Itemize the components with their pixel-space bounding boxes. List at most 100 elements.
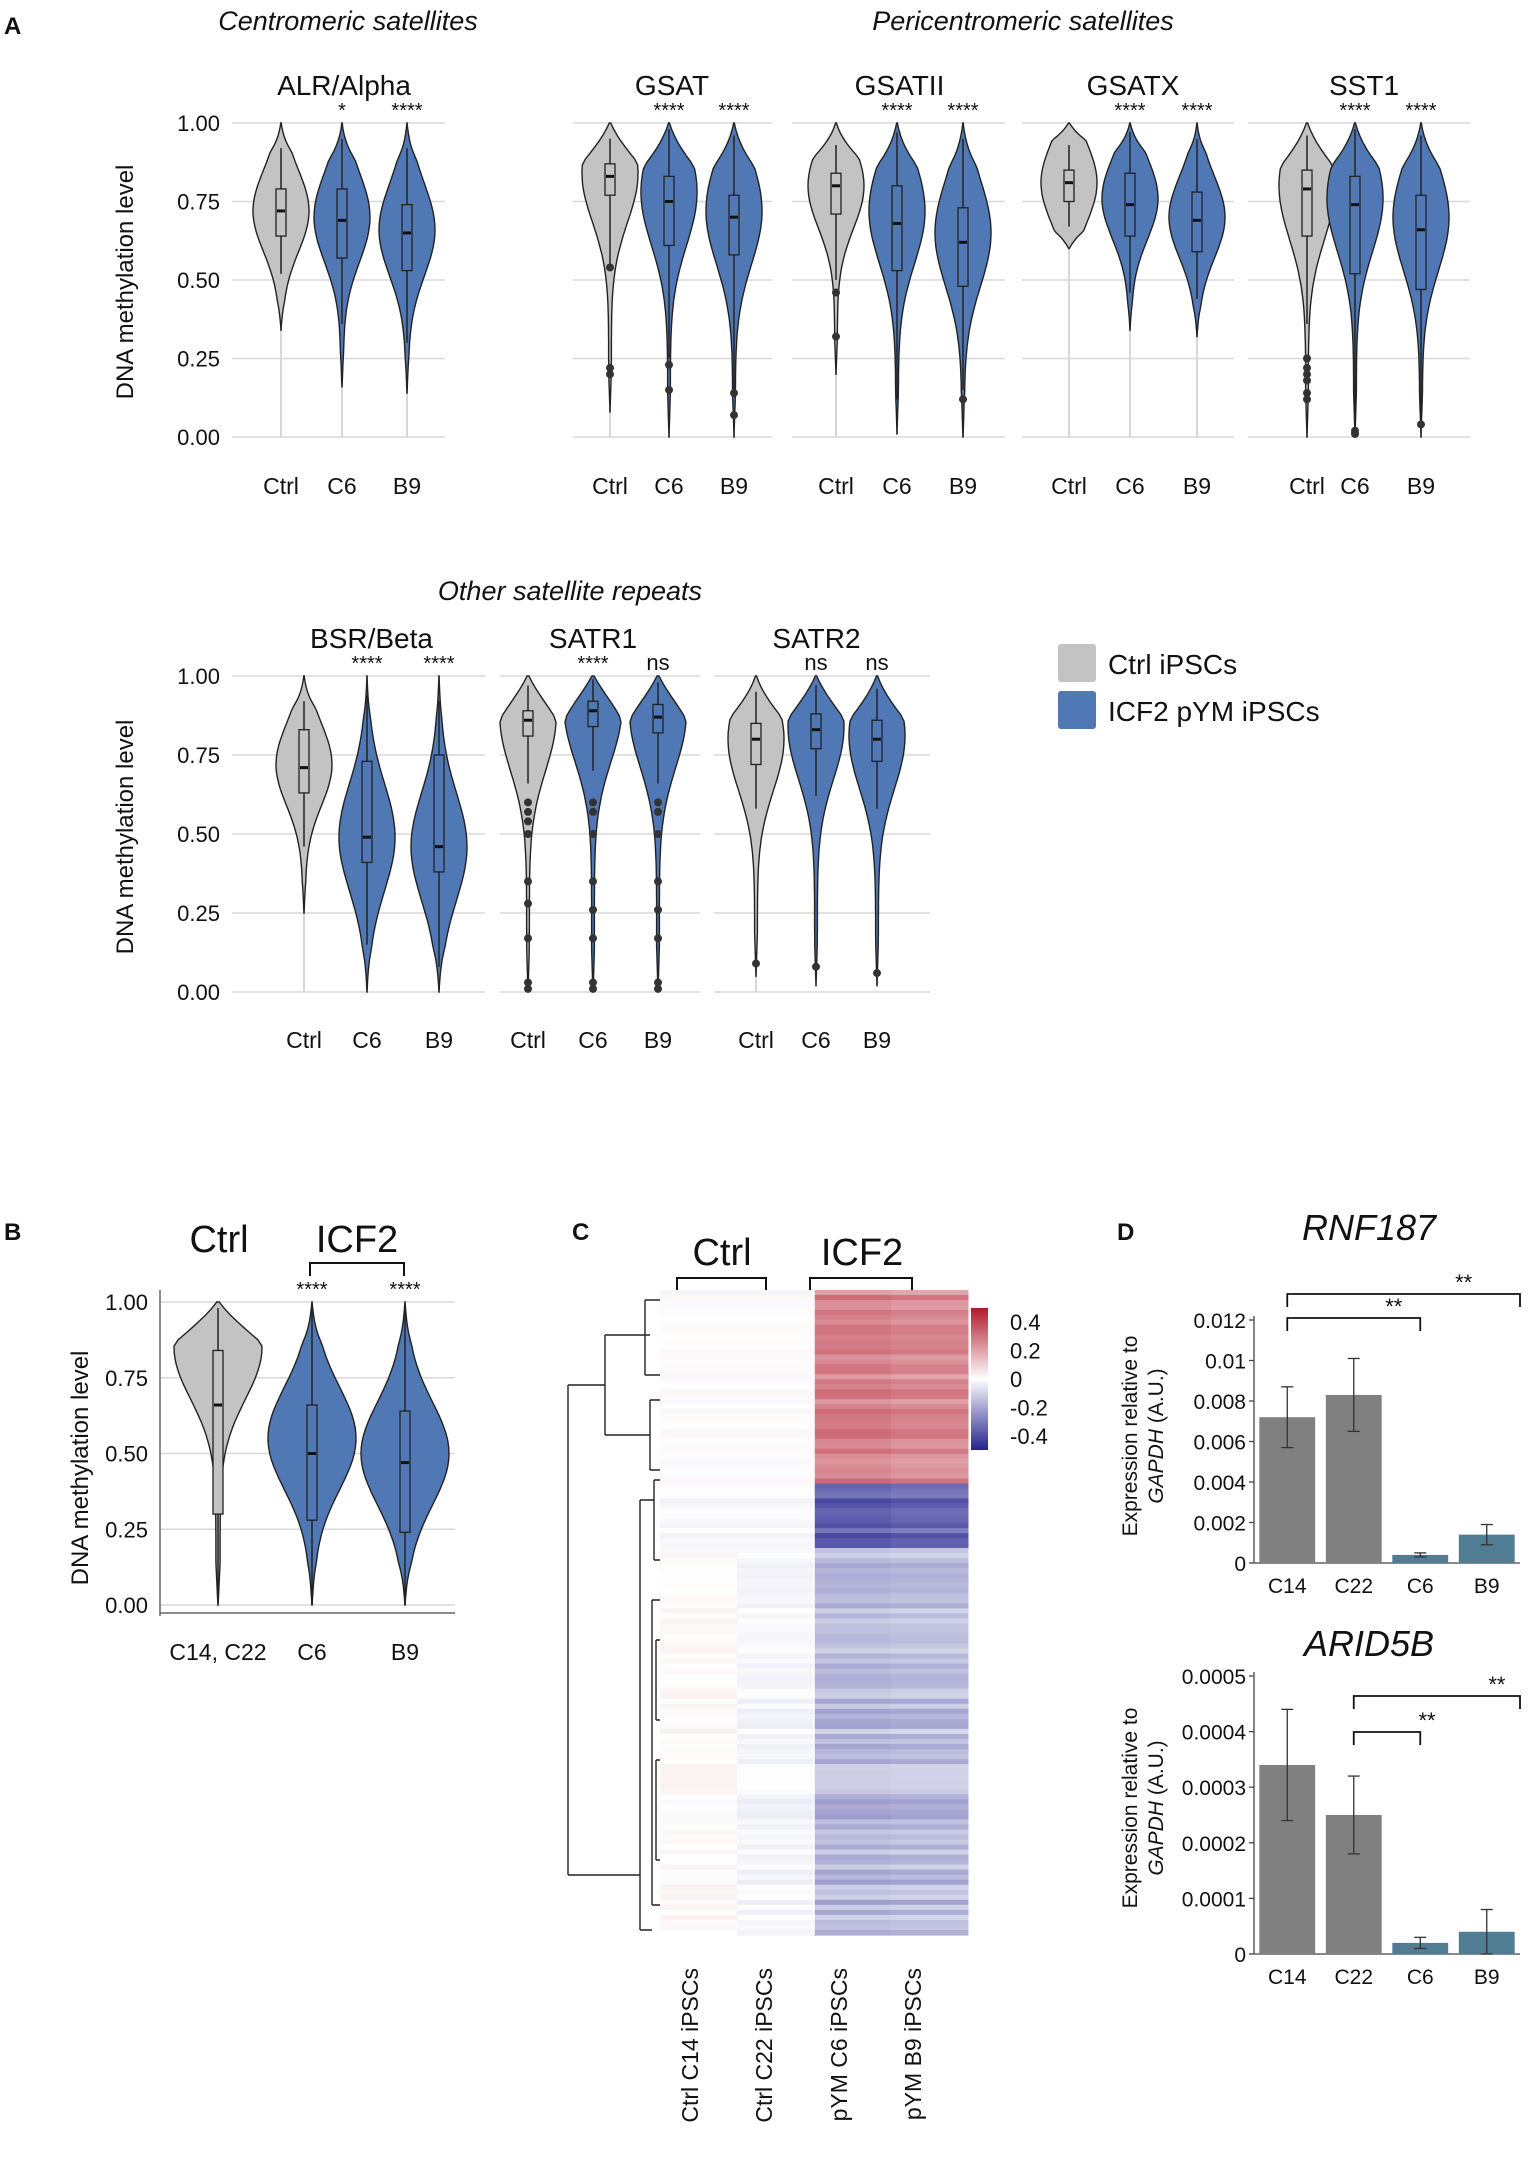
heatmap-cell bbox=[660, 1488, 738, 1495]
violin-bsr-beta-ytick-label: 0.75 bbox=[177, 743, 220, 768]
heatmap-cell bbox=[737, 1919, 815, 1926]
heatmap-cell bbox=[814, 1394, 892, 1400]
heatmap-cell bbox=[814, 1359, 892, 1366]
heatmap-cell bbox=[891, 1718, 969, 1725]
heatmap-cell bbox=[660, 1658, 738, 1665]
heatmap-cell bbox=[737, 1423, 815, 1430]
heatmap-cell bbox=[814, 1399, 892, 1405]
violin-outlier-point bbox=[1417, 420, 1425, 429]
violin-outlier-point bbox=[589, 984, 597, 993]
heatmap-cell bbox=[891, 1869, 969, 1876]
x-tick-label: B9 bbox=[1474, 1966, 1500, 1989]
arid5b-ylabel-line2: GAPDH (A.U.) bbox=[1145, 1740, 1168, 1875]
group-title-pericentromeric: Pericentromeric satellites bbox=[872, 6, 1174, 36]
heatmap-cell bbox=[660, 1478, 738, 1485]
heatmap-cell bbox=[660, 1829, 738, 1836]
heatmap-cell bbox=[737, 1319, 815, 1326]
heatmap-cell bbox=[891, 1613, 969, 1619]
heatmap-cell bbox=[737, 1428, 815, 1435]
heatmap-cell bbox=[737, 1779, 815, 1785]
heatmap-cell bbox=[891, 1623, 969, 1630]
heatmap-cell bbox=[660, 1784, 738, 1790]
heatmap-cell bbox=[660, 1543, 738, 1549]
heatmap-cell bbox=[737, 1389, 815, 1395]
heatmap-cell bbox=[737, 1369, 815, 1375]
heatmap-cell bbox=[737, 1458, 815, 1465]
violin-outlier-point bbox=[589, 905, 597, 914]
heatmap-cell bbox=[737, 1379, 815, 1385]
heatmap-cell bbox=[737, 1844, 815, 1851]
heatmap-cell bbox=[660, 1493, 738, 1499]
violin-outlier-point bbox=[730, 389, 738, 398]
arid5b-title: ARID5B bbox=[1302, 1623, 1434, 1664]
violin-gsat-violin-ctrl: Ctrl bbox=[581, 122, 639, 499]
heatmap-cell bbox=[737, 1324, 815, 1331]
heatmap-cell bbox=[891, 1723, 969, 1730]
panel-b-ylabel: DNA methylation level bbox=[67, 1351, 94, 1586]
heatmap-cell bbox=[891, 1764, 969, 1770]
heatmap-cell bbox=[660, 1433, 738, 1440]
heatmap-cell bbox=[814, 1623, 892, 1630]
heatmap-cell bbox=[737, 1759, 815, 1765]
heatmap-cell bbox=[660, 1628, 738, 1635]
heatmap-cell bbox=[814, 1929, 892, 1936]
heatmap-cell bbox=[660, 1924, 738, 1931]
heatmap-cell bbox=[660, 1929, 738, 1936]
heatmap-cell bbox=[814, 1713, 892, 1720]
violin-outlier-point bbox=[654, 798, 662, 807]
heatmap-cell bbox=[891, 1578, 969, 1584]
heatmap-cell bbox=[660, 1458, 738, 1465]
heatmap-cell bbox=[737, 1839, 815, 1846]
violin-alr-alpha-ytick-label: 0.25 bbox=[177, 347, 220, 372]
heatmap-cell bbox=[660, 1404, 738, 1410]
violin-sst1-violin-b9: **** B9 bbox=[1392, 100, 1450, 499]
dendrogram-branch bbox=[604, 1334, 650, 1436]
x-tick-label: B9 bbox=[720, 473, 748, 499]
heatmap-cell bbox=[660, 1809, 738, 1815]
heatmap-cell bbox=[814, 1849, 892, 1856]
dendrogram-branch bbox=[649, 1399, 660, 1471]
heatmap-cell bbox=[737, 1538, 815, 1544]
heatmap-cell bbox=[814, 1894, 892, 1901]
heatmap-cell bbox=[891, 1488, 969, 1495]
heatmap-cell bbox=[737, 1548, 815, 1554]
heatmap-cell bbox=[814, 1538, 892, 1544]
heatmap-cell bbox=[737, 1648, 815, 1655]
heatmap-cell bbox=[737, 1653, 815, 1660]
heatmap-cell bbox=[660, 1723, 738, 1730]
violin-outlier-point bbox=[1351, 429, 1359, 438]
violin-bsr-beta-ytick-label: 1.00 bbox=[177, 664, 220, 689]
heatmap-cell bbox=[891, 1314, 969, 1321]
heatmap-cell bbox=[814, 1428, 892, 1435]
violin-outlier-point bbox=[832, 332, 840, 341]
x-tick-label: C22 bbox=[1334, 1966, 1373, 1989]
x-tick-label: C14 bbox=[1268, 1575, 1307, 1598]
heatmap-cell bbox=[891, 1299, 969, 1306]
heatmap-cell bbox=[814, 1809, 892, 1815]
heatmap-cell bbox=[660, 1713, 738, 1720]
heatmap-cell bbox=[891, 1508, 969, 1514]
rnf187-ytick-label: 0.004 bbox=[1193, 1472, 1246, 1495]
heatmap-cell bbox=[814, 1374, 892, 1380]
heatmap-cell bbox=[891, 1384, 969, 1390]
heatmap-dendrogram bbox=[567, 1299, 660, 1931]
heatmap-cell bbox=[891, 1503, 969, 1509]
heatmap-cell bbox=[737, 1294, 815, 1301]
x-tick-label: Ctrl bbox=[818, 473, 854, 499]
heatmap-cell bbox=[737, 1849, 815, 1856]
arid5b-ylabel-gene: GAPDH bbox=[1145, 1800, 1168, 1876]
rnf187-ytick-label: 0.008 bbox=[1193, 1391, 1246, 1414]
colorbar-tick-label: -0.2 bbox=[1010, 1395, 1048, 1420]
violin-outlier-point bbox=[589, 877, 597, 886]
heatmap-cell bbox=[814, 1414, 892, 1420]
violin-iqr-box bbox=[336, 188, 348, 259]
heatmap-cell bbox=[660, 1899, 738, 1906]
heatmap-cell bbox=[660, 1703, 738, 1710]
heatmap-cell bbox=[737, 1399, 815, 1405]
heatmap-cell bbox=[814, 1794, 892, 1800]
heatmap-cell bbox=[660, 1578, 738, 1584]
heatmap-cell bbox=[891, 1528, 969, 1534]
violin-iqr-box bbox=[1349, 175, 1361, 275]
heatmap-cell bbox=[737, 1819, 815, 1826]
x-tick-label: C6 bbox=[327, 473, 356, 499]
